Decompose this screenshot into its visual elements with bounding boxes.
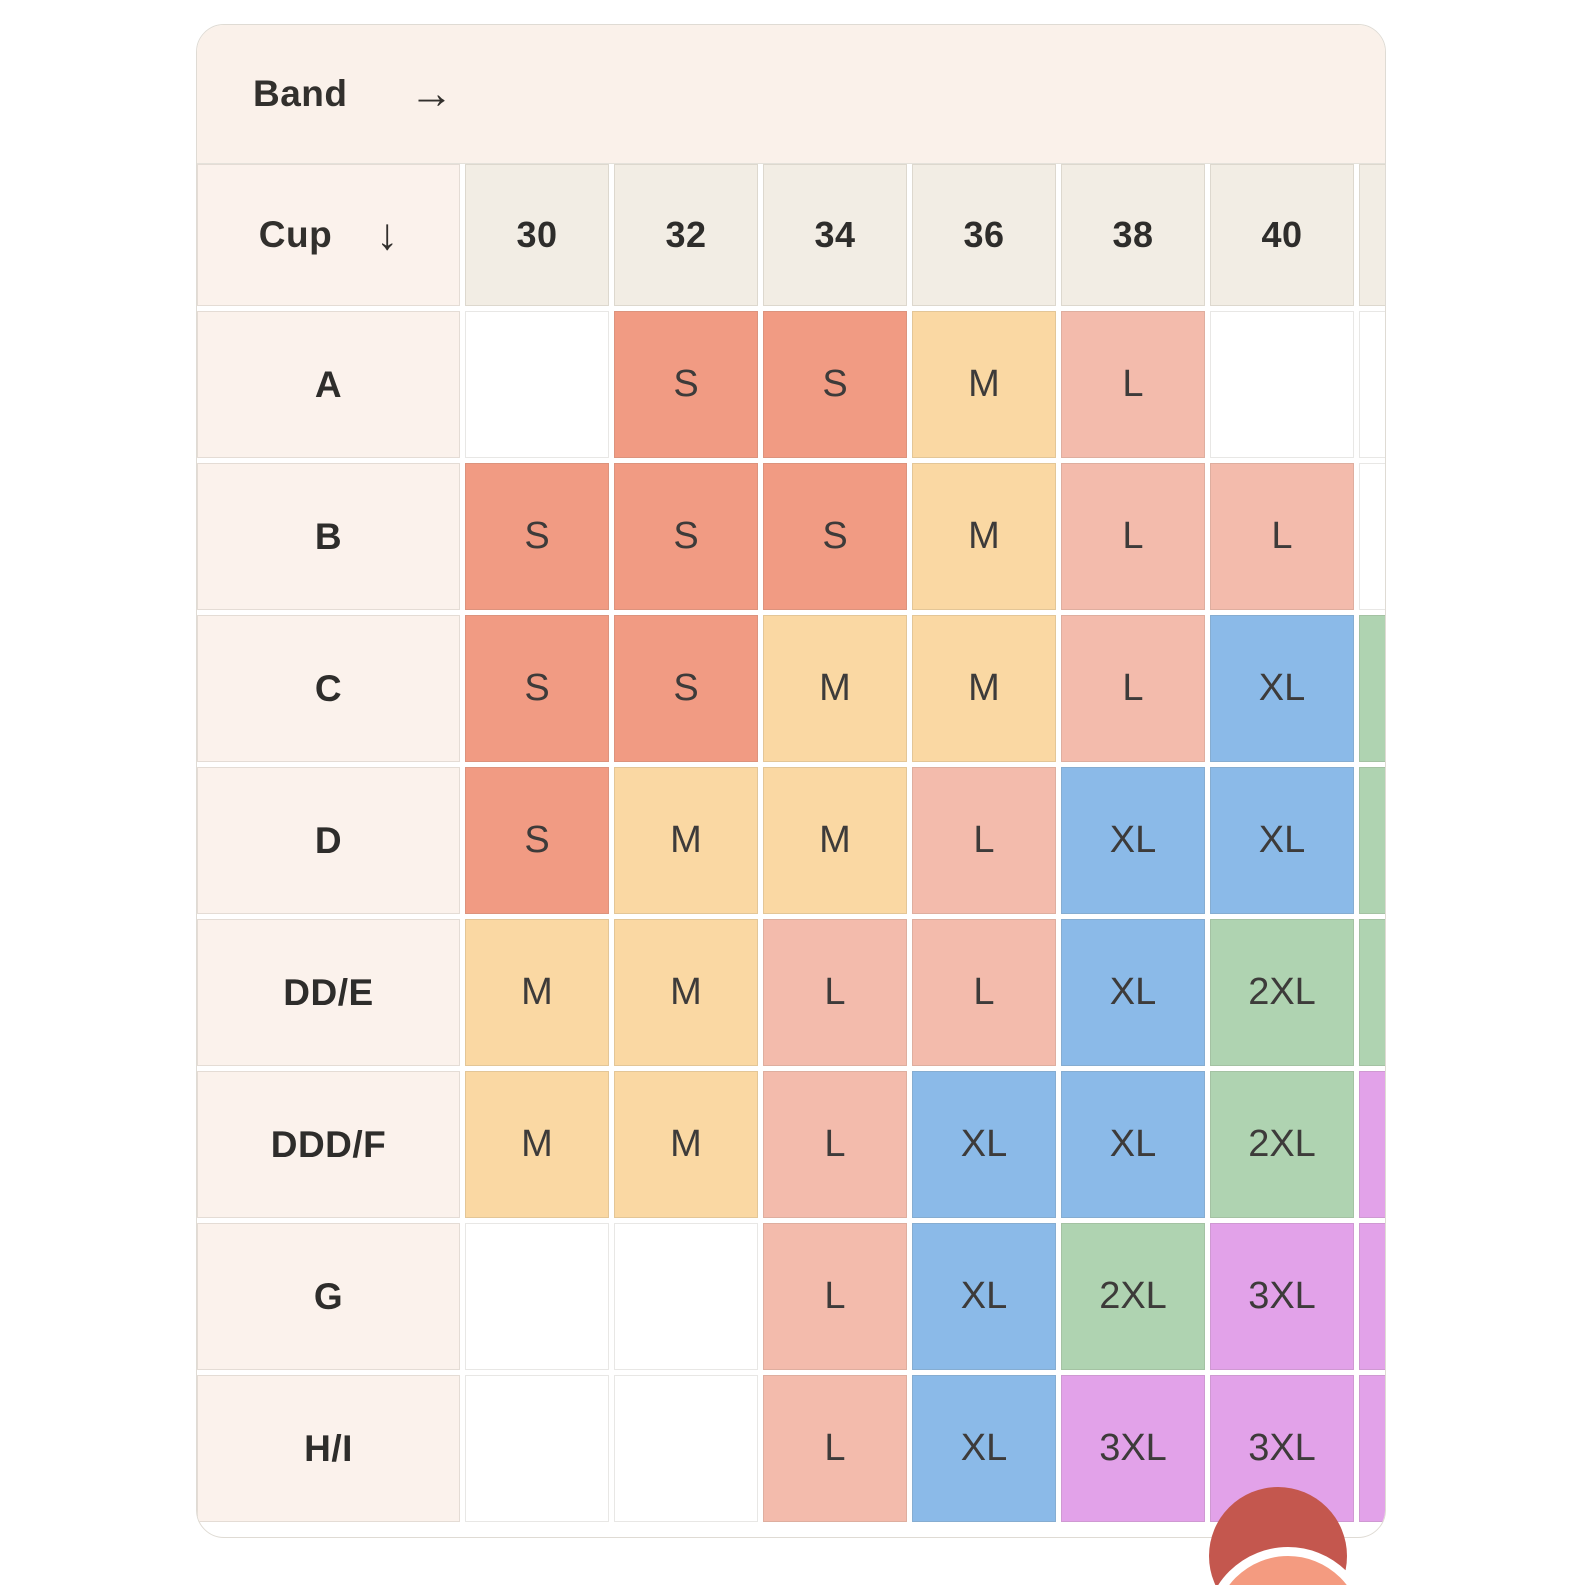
size-cell: L <box>763 1071 907 1218</box>
size-cell: L <box>912 919 1056 1066</box>
empty-cell <box>614 1375 758 1522</box>
empty-cell <box>465 1223 609 1370</box>
size-cell: 3XL <box>1061 1375 1205 1522</box>
size-cell: XL <box>1210 767 1354 914</box>
cup-row-label: DD/E <box>197 919 460 1066</box>
cup-row-label: A <box>197 311 460 458</box>
size-cell: 2XL <box>1210 919 1354 1066</box>
size-cell: S <box>614 615 758 762</box>
size-cell: L <box>1061 463 1205 610</box>
size-chart-grid: Cup ↓ 30 32 34 36 38 40 A S S M L B S S S M L L C S S M M L XL D S M M… <box>197 164 1385 1522</box>
size-cell: XL <box>1061 919 1205 1066</box>
band-size-header: 30 <box>465 164 609 306</box>
cup-header-cell: Cup ↓ <box>197 164 460 306</box>
partial-column-cell <box>1359 1223 1385 1370</box>
size-cell: S <box>465 463 609 610</box>
size-cell: M <box>912 311 1056 458</box>
size-cell: 2XL <box>1210 1071 1354 1218</box>
size-cell: 3XL <box>1210 1223 1354 1370</box>
cup-label: Cup <box>258 214 333 255</box>
size-cell: L <box>1061 615 1205 762</box>
cup-row-label: C <box>197 615 460 762</box>
size-cell: M <box>763 615 907 762</box>
partial-column-header <box>1359 164 1385 306</box>
partial-column-cell <box>1359 311 1385 458</box>
size-cell: M <box>763 767 907 914</box>
size-cell: XL <box>1061 767 1205 914</box>
size-cell: L <box>1061 311 1205 458</box>
size-cell: M <box>614 919 758 1066</box>
band-size-header: 34 <box>763 164 907 306</box>
empty-cell <box>465 1375 609 1522</box>
cup-row-label: B <box>197 463 460 610</box>
cup-row-label: G <box>197 1223 460 1370</box>
partial-column-cell <box>1359 615 1385 762</box>
size-cell: M <box>614 1071 758 1218</box>
band-header-row: Band → <box>197 25 1385 164</box>
band-size-header: 40 <box>1210 164 1354 306</box>
size-cell: XL <box>1061 1071 1205 1218</box>
size-cell: S <box>465 615 609 762</box>
size-chart-card: Band → Cup ↓ 30 32 34 36 38 40 A S S M L B S S S M L L C S S M M… <box>196 24 1386 1538</box>
size-cell: M <box>912 463 1056 610</box>
partial-column-cell <box>1359 1071 1385 1218</box>
band-label: Band <box>253 73 348 114</box>
band-size-header: 36 <box>912 164 1056 306</box>
size-cell: L <box>763 1223 907 1370</box>
partial-column-cell <box>1359 767 1385 914</box>
size-cell: XL <box>912 1375 1056 1522</box>
size-cell: XL <box>912 1223 1056 1370</box>
empty-cell <box>1210 311 1354 458</box>
size-cell: XL <box>1210 615 1354 762</box>
size-cell: L <box>1210 463 1354 610</box>
size-cell: M <box>465 919 609 1066</box>
cup-row-label: D <box>197 767 460 914</box>
size-cell: S <box>763 311 907 458</box>
size-cell: S <box>614 463 758 610</box>
cup-row-label: DDD/F <box>197 1071 460 1218</box>
size-cell: S <box>614 311 758 458</box>
size-cell: S <box>465 767 609 914</box>
partial-column-cell <box>1359 1375 1385 1522</box>
cup-row-label: H/I <box>197 1375 460 1522</box>
size-cell: L <box>763 1375 907 1522</box>
down-arrow-icon: ↓ <box>376 210 399 259</box>
size-cell: 2XL <box>1061 1223 1205 1370</box>
size-cell: S <box>763 463 907 610</box>
size-cell: L <box>763 919 907 1066</box>
empty-cell <box>614 1223 758 1370</box>
size-cell: L <box>912 767 1056 914</box>
empty-cell <box>465 311 609 458</box>
band-size-header: 38 <box>1061 164 1205 306</box>
partial-column-cell <box>1359 919 1385 1066</box>
size-cell: XL <box>912 1071 1056 1218</box>
partial-column-cell <box>1359 463 1385 610</box>
size-cell: M <box>912 615 1056 762</box>
right-arrow-icon: → <box>409 69 454 118</box>
size-cell: M <box>614 767 758 914</box>
size-cell: M <box>465 1071 609 1218</box>
band-size-header: 32 <box>614 164 758 306</box>
